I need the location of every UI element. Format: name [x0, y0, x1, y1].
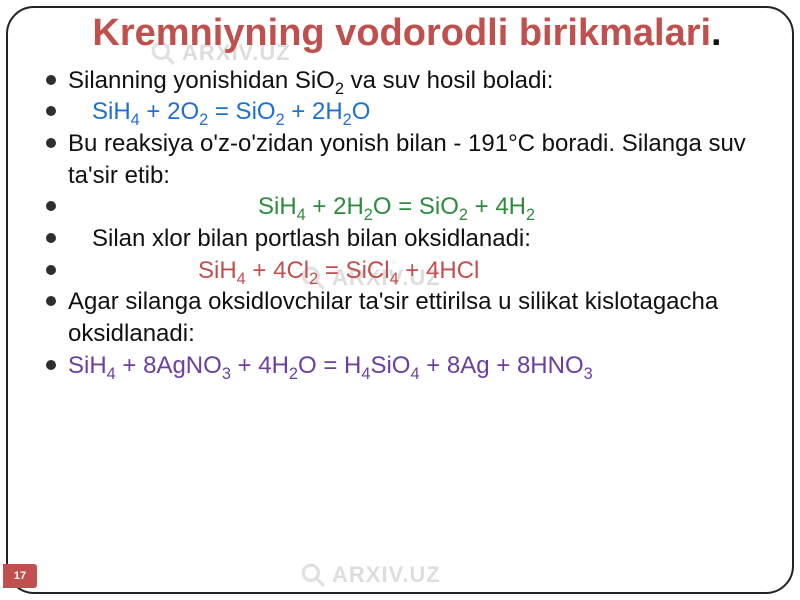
text-span: 2 — [459, 206, 468, 224]
text-span: 2 — [199, 111, 208, 129]
page-number: 17 — [14, 570, 26, 582]
text-span: 3 — [584, 364, 593, 382]
line-content: Silan xlor bilan portlash bilan oksidlan… — [92, 225, 531, 252]
text-span: = SiO — [208, 98, 275, 125]
line-content: SiH4 + 4Cl2 = SiCl4 + 4HCl — [198, 257, 479, 284]
text-span: + 2H — [285, 98, 343, 125]
text-span: 2 — [343, 111, 352, 129]
line-content: Silanning yonishidan SiO2 va suv hosil b… — [68, 67, 553, 94]
bullet-line: Silanning yonishidan SiO2 va suv hosil b… — [46, 65, 768, 97]
line-content: SiH4 + 8AgNO3 + 4H2O = H4SiO4 + 8Ag + 8H… — [68, 352, 593, 379]
bullet-line: SiH4 + 4Cl2 = SiCl4 + 4HCl — [46, 255, 768, 287]
bullet-line: SiH4 + 2O2 = SiO2 + 2H2O — [46, 96, 768, 128]
text-span: O = SiO — [373, 193, 459, 220]
text-span: + 2O — [140, 98, 199, 125]
text-span: SiO — [370, 352, 410, 379]
text-span: 2 — [364, 206, 373, 224]
text-span: O — [352, 98, 371, 125]
line-content: Bu reaksiya o'z-o'zidan yonish bilan - 1… — [68, 130, 746, 189]
text-span: 3 — [222, 364, 231, 382]
page-number-badge: 17 — [3, 564, 37, 588]
text-span: + 8Ag + 8HNO — [420, 352, 584, 379]
title-main: Kremniyning vodorodli birikmalari — [92, 12, 711, 54]
text-span: va suv hosil boladi: — [344, 67, 553, 94]
text-span: 2 — [526, 206, 535, 224]
text-span: = SiCl — [318, 257, 389, 284]
slide-content: Kremniyning vodorodli birikmalari. Silan… — [6, 6, 794, 594]
text-span: SiH — [92, 98, 131, 125]
bullet-line: Agar silanga oksidlovchilar ta'sir ettir… — [46, 286, 768, 349]
text-span: O = H — [298, 352, 361, 379]
line-content: SiH4 + 2H2O = SiO2 + 4H2 — [258, 193, 535, 220]
text-span: 2 — [276, 111, 285, 129]
text-span: SiH — [68, 352, 107, 379]
slide-title: Kremniyning vodorodli birikmalari. — [46, 12, 768, 55]
text-span: 2 — [289, 364, 298, 382]
text-span: 4 — [107, 364, 116, 382]
title-dot: . — [711, 12, 722, 54]
text-span: 4 — [237, 269, 246, 287]
bullet-line: Bu reaksiya o'z-o'zidan yonish bilan - 1… — [46, 128, 768, 191]
bullet-line: Silan xlor bilan portlash bilan oksidlan… — [46, 223, 768, 255]
text-span: 4 — [297, 206, 306, 224]
bullet-line: SiH4 + 2H2O = SiO2 + 4H2 — [46, 191, 768, 223]
text-span: 2 — [309, 269, 318, 287]
line-content: Agar silanga oksidlovchilar ta'sir ettir… — [68, 288, 718, 347]
text-span: 4 — [390, 269, 399, 287]
text-span: Silanning yonishidan SiO — [68, 67, 335, 94]
text-span: + 2H — [306, 193, 364, 220]
text-span: + 4H — [468, 193, 526, 220]
line-content: SiH4 + 2O2 = SiO2 + 2H2O — [92, 98, 370, 125]
text-span: + 4Cl — [246, 257, 309, 284]
text-span: Bu reaksiya o'z-o'zidan yonish bilan - 1… — [68, 130, 746, 189]
text-span: + 8AgNO — [116, 352, 222, 379]
text-span: Agar silanga oksidlovchilar ta'sir ettir… — [68, 288, 718, 347]
text-span: SiH — [258, 193, 297, 220]
text-span: 4 — [131, 111, 140, 129]
text-span: Silan xlor bilan portlash bilan oksidlan… — [92, 225, 531, 252]
text-span: 2 — [335, 79, 344, 97]
text-span: 4 — [410, 364, 419, 382]
bullet-list: Silanning yonishidan SiO2 va suv hosil b… — [46, 65, 768, 382]
text-span: + 4HCl — [399, 257, 480, 284]
bullet-line: SiH4 + 8AgNO3 + 4H2O = H4SiO4 + 8Ag + 8H… — [46, 350, 768, 382]
text-span: + 4H — [231, 352, 289, 379]
text-span: SiH — [198, 257, 237, 284]
